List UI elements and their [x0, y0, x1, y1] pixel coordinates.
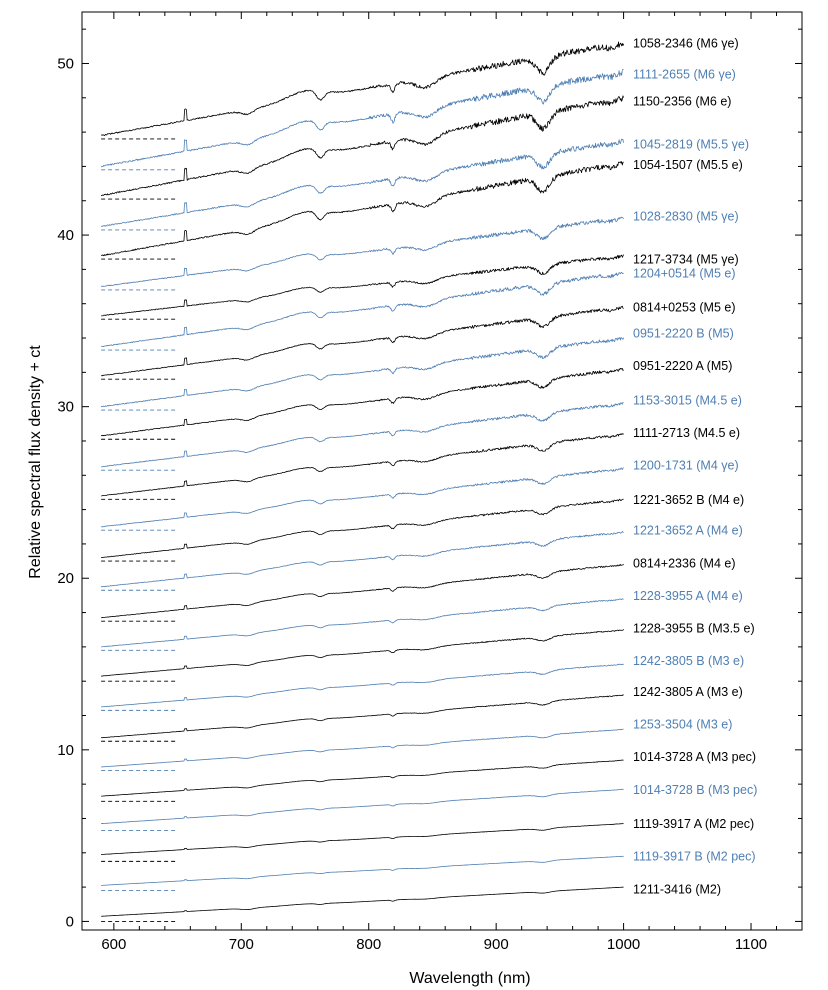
plot-frame — [81, 11, 803, 931]
series-layer — [100, 41, 624, 922]
series-label-1200-1731-m4-e: 1200-1731 (M4 γe) — [633, 458, 739, 472]
series-label-1204-0514-m5-e: 1204+0514 (M5 e) — [633, 266, 736, 280]
spectrum-line-1058-2346-m6-e — [100, 41, 624, 137]
spectrum-line-0814-2336-m4-e — [101, 563, 624, 619]
spectrum-line-1119-3917-b-m2-pec — [101, 855, 624, 886]
spectrum-line-1204-0514-m5-e — [101, 271, 624, 348]
x-tick-label-600: 600 — [101, 936, 126, 953]
series-label-0951-2220-a-m5: 0951-2220 A (M5) — [633, 359, 732, 373]
y-tick-label-10: 10 — [57, 742, 74, 759]
series-label-1014-3728-b-m3-pec: 1014-3728 B (M3 pec) — [633, 783, 757, 797]
series-label-1228-3955-a-m4-e: 1228-3955 A (M4 e) — [633, 589, 743, 603]
series-label-1217-3734-m5-e: 1217-3734 (M5 γe) — [633, 253, 739, 267]
series-label-layer: 1211-3416 (M2) 1119-3917 B (M2 pec) 1119-3… — [633, 36, 757, 896]
spectrum-line-0814-0253-m5-e — [100, 305, 624, 377]
series-label-1242-3805-a-m3-e: 1242-3805 A (M3 e) — [633, 685, 743, 699]
series-label-1111-2713-m4-5-e: 1111-2713 (M4.5 e) — [633, 426, 740, 440]
x-axis-label: Wavelength (nm) — [409, 970, 530, 987]
spectrum-line-1045-2819-m5-5-e — [101, 138, 624, 227]
series-label-1221-3652-b-m4-e: 1221-3652 B (M4 e) — [633, 493, 744, 507]
spectrum-line-1014-3728-a-m3-pec — [101, 759, 624, 797]
spectrum-line-1211-3416-m2 — [101, 886, 624, 917]
series-label-1014-3728-a-m3-pec: 1014-3728 A (M3 pec) — [633, 750, 756, 764]
spectrum-line-0951-2220-b-m5 — [100, 337, 624, 408]
series-label-0814-0253-m5-e: 0814+0253 (M5 e) — [633, 301, 736, 315]
series-label-1028-2830-m5-e: 1028-2830 (M5 γe) — [633, 210, 739, 224]
series-label-1228-3955-b-m3-5-e: 1228-3955 B (M3.5 e) — [633, 622, 755, 636]
y-tick-label-0: 0 — [66, 913, 74, 930]
series-label-1054-1507-m5-5-e: 1054-1507 (M5.5 e) — [633, 158, 743, 172]
series-label-1119-3917-a-m2-pec: 1119-3917 A (M2 pec) — [633, 817, 754, 831]
spectrum-line-1150-2356-m6-e — [100, 95, 624, 197]
spectrum-line-1228-3955-b-m3-5-e — [100, 629, 624, 677]
series-label-1153-3015-m4-5-e: 1153-3015 (M4.5 e) — [633, 393, 742, 407]
spectrum-line-1221-3652-b-m4-e — [100, 498, 624, 559]
y-tick-label-30: 30 — [57, 399, 74, 416]
series-label-1242-3805-b-m3-e: 1242-3805 B (M3 e) — [633, 654, 744, 668]
spectrum-line-1111-2655-m6-e — [100, 69, 624, 168]
spectrum-line-1221-3652-a-m4-e — [100, 531, 624, 588]
spectrum-line-1253-3504-m3-e — [101, 728, 624, 768]
spectrum-line-1228-3955-a-m4-e — [101, 598, 624, 648]
spectrum-line-1242-3805-a-m3-e — [101, 694, 624, 739]
spectrum-line-1028-2830-m5-e — [100, 216, 624, 287]
spectrum-line-1200-1731-m4-e — [100, 467, 624, 528]
series-label-1045-2819-m5-5-e: 1045-2819 (M5.5 γe) — [633, 138, 749, 152]
series-label-1119-3917-b-m2-pec: 1119-3917 B (M2 pec) — [633, 850, 756, 864]
spectrum-line-1054-1507-m5-5-e — [100, 161, 624, 257]
y-tick-label-20: 20 — [57, 570, 74, 587]
y-axis-label: Relative spectral flux density + ct — [27, 345, 44, 579]
spectrum-line-1242-3805-b-m3-e — [101, 663, 624, 708]
spectrum-line-1111-2713-m4-5-e — [101, 433, 624, 497]
series-label-0951-2220-b-m5: 0951-2220 B (M5) — [633, 326, 734, 340]
series-label-1058-2346-m6-e: 1058-2346 (M6 γe) — [633, 36, 739, 50]
series-label-1150-2356-m6-e: 1150-2356 (M6 e) — [633, 95, 731, 109]
y-tick-label-50: 50 — [57, 55, 74, 72]
x-tick-label-900: 900 — [484, 936, 509, 953]
x-tick-label-1100: 1100 — [735, 936, 767, 953]
series-label-1211-3416-m2: 1211-3416 (M2) — [633, 882, 721, 896]
series-label-1253-3504-m3-e: 1253-3504 (M3 e) — [633, 718, 732, 732]
spectrum-line-1153-3015-m4-5-e — [101, 401, 624, 468]
spectrum-line-1119-3917-a-m2-pec — [101, 823, 624, 855]
axis-layer: 600 700 800 900 1000 1100 0 10 20 30 40 50 — [57, 11, 803, 953]
spectrum-line-1217-3734-m5-e — [101, 254, 624, 317]
x-tick-label-800: 800 — [356, 936, 381, 953]
series-label-0814-2336-m4-e: 0814+2336 (M4 e) — [633, 556, 736, 570]
series-label-1111-2655-m6-e: 1111-2655 (M6 γe) — [633, 67, 736, 81]
series-label-1221-3652-a-m4-e: 1221-3652 A (M4 e) — [633, 524, 743, 538]
x-tick-label-700: 700 — [229, 936, 254, 953]
x-tick-label-1000: 1000 — [607, 936, 640, 953]
y-tick-label-40: 40 — [57, 227, 74, 244]
spectrum-line-1014-3728-b-m3-pec — [101, 788, 624, 824]
spectrum-line-0951-2220-a-m5 — [100, 368, 624, 437]
